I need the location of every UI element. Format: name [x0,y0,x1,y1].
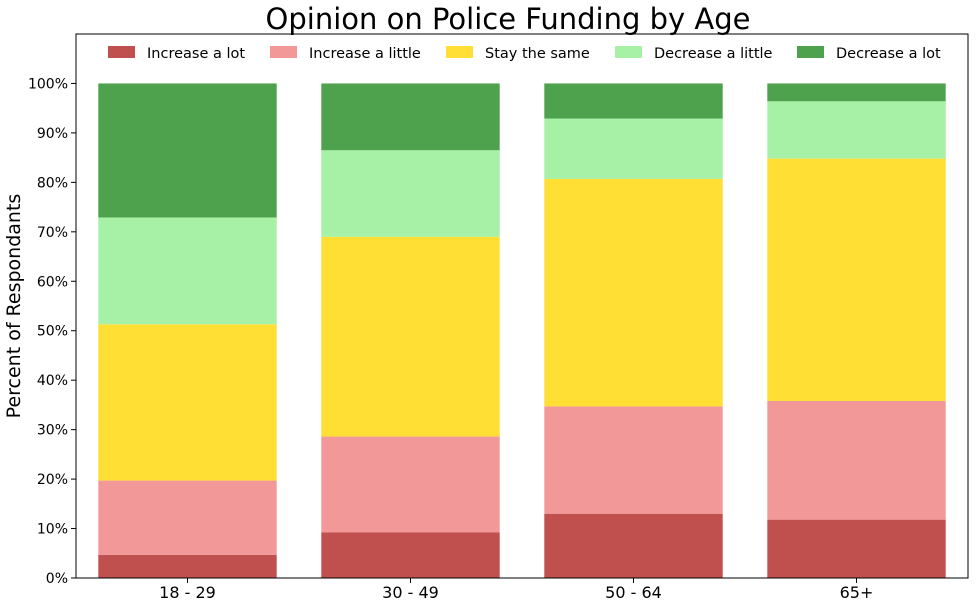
y-tick-label: 60% [37,274,68,290]
x-tick-label: 30 - 49 [382,583,439,602]
bar-segment [544,83,723,119]
y-tick-label: 40% [37,373,68,389]
bar-segment [767,83,946,102]
x-tick-label: 18 - 29 [159,583,216,602]
legend-label: Stay the same [485,46,590,62]
bar-segment [98,83,277,218]
y-tick-label: 90% [37,126,68,142]
plot-frame [75,33,969,579]
legend-swatch [270,46,297,58]
bar-segment [544,406,723,514]
bar-segment [544,118,723,179]
x-tick-label: 65+ [840,583,874,602]
legend-swatch [108,46,135,58]
bar-segment [98,217,277,325]
y-tick-label: 0% [46,571,68,587]
legend: Increase a lot Increase a little Stay the … [108,46,941,62]
bar-segment [767,101,946,159]
chart-title: Opinion on Police Funding by Age [266,2,751,36]
y-axis-label: Percent of Respondants [3,194,25,419]
bar-segment [98,554,277,578]
x-axis: 18 - 29 30 - 49 50 - 64 65+ [159,578,873,602]
bar-segment [767,400,946,520]
bar-segment [767,158,946,401]
bar-segment [321,236,500,437]
bars-group [98,83,946,578]
bar-segment [321,150,500,237]
bar-segment [98,480,277,555]
y-tick-label: 10% [37,522,68,538]
bar-segment [544,513,723,578]
bar-segment [544,178,723,407]
bar-segment [321,436,500,533]
y-tick-label: 30% [37,423,68,439]
legend-label: Increase a lot [147,46,245,62]
legend-swatch [797,46,824,58]
y-tick-label: 50% [37,324,68,340]
y-axis: 0% 10% 20% 30% 40% 50% 60% 70% 80% 90% 100% [28,76,76,587]
y-tick-label: 80% [37,175,68,191]
y-tick-label: 20% [37,472,68,488]
bar-segment [321,83,500,151]
legend-swatch [446,46,473,58]
legend-label: Decrease a lot [836,46,941,62]
legend-swatch [615,46,642,58]
bar-segment [98,324,277,481]
legend-label: Decrease a little [654,46,773,62]
legend-label: Increase a little [309,46,421,62]
y-tick-label: 100% [28,76,68,92]
x-tick-label: 50 - 64 [605,583,662,602]
bar-segment [767,519,946,578]
y-tick-label: 70% [37,225,68,241]
bar-segment [321,532,500,578]
